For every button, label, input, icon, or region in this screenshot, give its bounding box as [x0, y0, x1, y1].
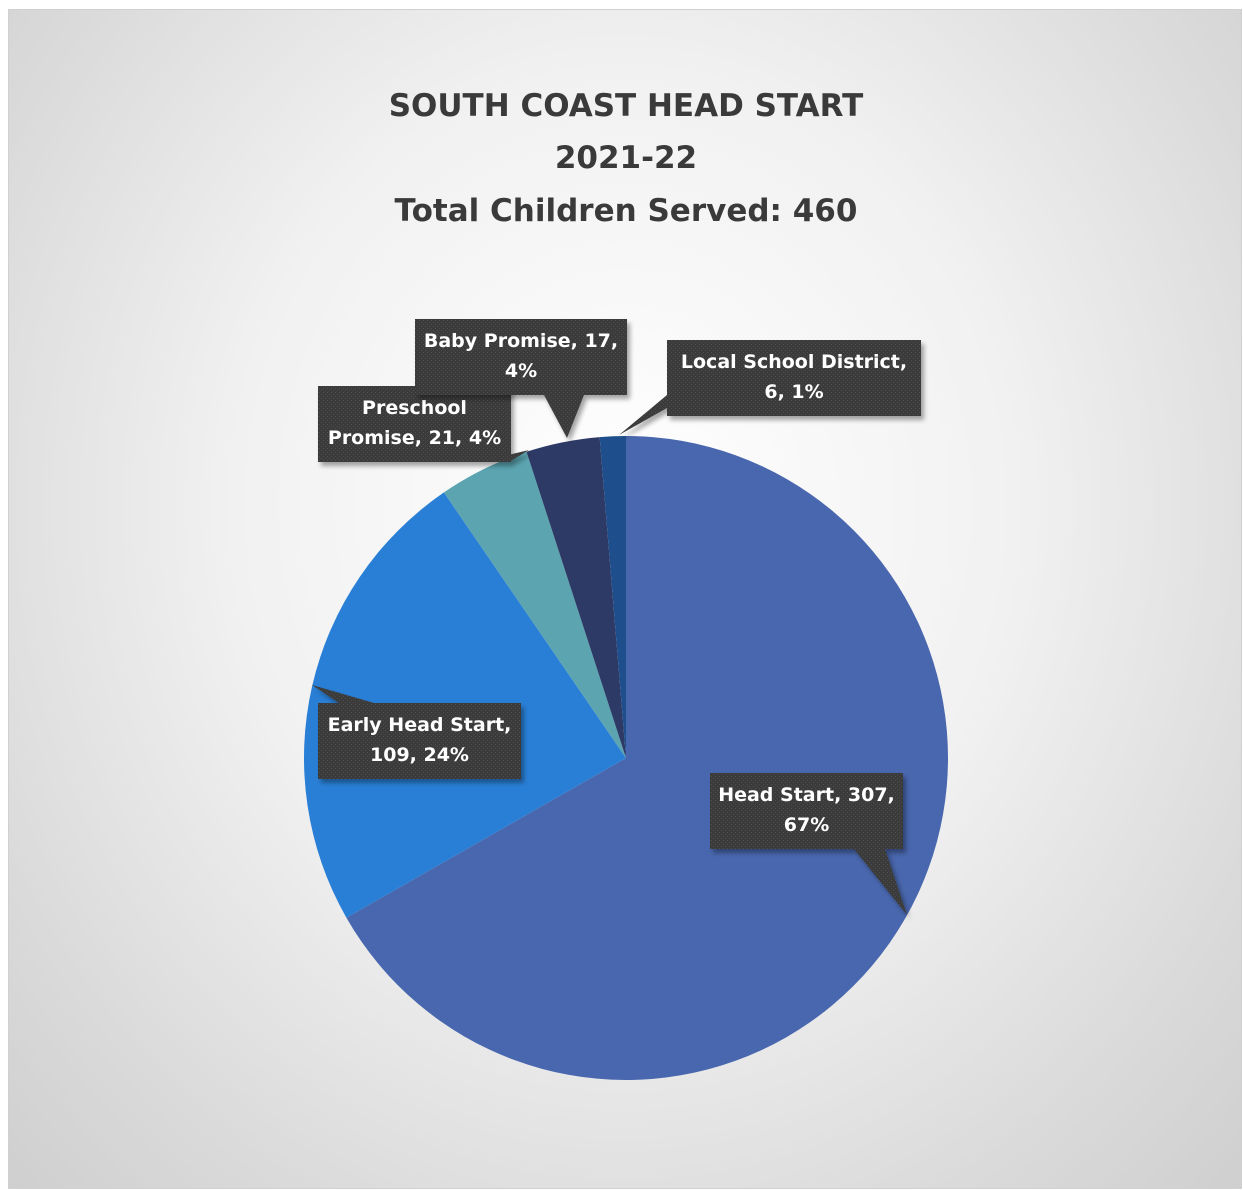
data-label-early-head-start-line-1: Early Head Start, [328, 714, 512, 736]
callout-pointer [619, 395, 667, 435]
data-label-local-school-district-line-1: Local School District, [681, 351, 907, 373]
chart-area: SOUTH COAST HEAD START 2021-22 Total Chi… [8, 9, 1242, 1189]
data-label-head-start-line-1: Head Start, 307, [718, 784, 895, 806]
callout-pointer [544, 395, 584, 438]
data-label-preschool-promise-line-1: Preschool [362, 397, 467, 419]
data-label-early-head-start-line-2: 109, 24% [370, 744, 469, 766]
pie-chart: Head Start, 307, 67% Early Head Start, 109,… [9, 10, 1243, 1190]
data-label-preschool-promise-line-2: Promise, 21, 4% [328, 427, 501, 449]
data-label-head-start-line-2: 67% [784, 814, 829, 836]
data-label-baby-promise-line-1: Baby Promise, 17, [424, 330, 618, 352]
callout-preschool-promise: Preschool Promise, 21, 4% [318, 386, 529, 462]
data-label-local-school-district-line-2: 6, 1% [764, 381, 823, 403]
data-label-baby-promise-line-2: 4% [505, 360, 537, 382]
callout-local-school-district: Local School District, 6, 1% [619, 340, 921, 435]
